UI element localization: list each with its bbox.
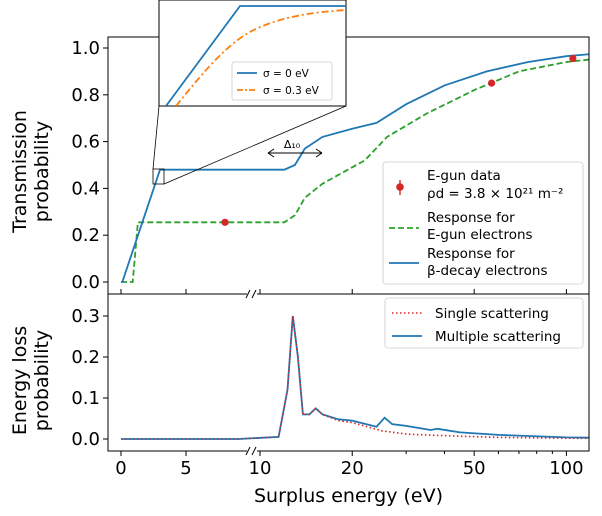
xtick-label: 10 [249, 458, 272, 479]
top-ytick-label: 0.0 [71, 272, 100, 293]
xtick-label: 20 [341, 458, 364, 479]
legend-bottom: Single scattering Multiple scattering [384, 297, 584, 349]
bottom-axes-frame [107, 293, 590, 452]
top-ytick-label: 0.6 [71, 132, 100, 153]
inset-legend-box [231, 61, 333, 101]
axis-break-mark [251, 446, 257, 456]
inset-legend-label-0: σ = 0 eV [263, 68, 310, 80]
axis-break-mark [245, 446, 251, 456]
legend-single-label: Single scattering [435, 306, 549, 322]
legend-egun-marker [396, 183, 404, 191]
delta-arrow-head-right [315, 148, 323, 158]
top-y-axis-label: Transmissionprobability [9, 110, 53, 234]
series-response-egun [121, 58, 589, 283]
legend-egun-label: E-gun data [427, 168, 501, 184]
zoom-inset: σ = 0 eV σ = 0.3 eV [152, 0, 347, 185]
inset-sigma0 [165, 5, 346, 106]
zoom-region-box [152, 168, 165, 185]
transmission-panel: Δ₁₀ [121, 53, 589, 283]
series-response-beta [121, 53, 589, 283]
xtick-label: 100 [549, 458, 583, 479]
x-axis-label: Surplus energy (eV) [254, 485, 443, 507]
top-ytick-label: 1.0 [71, 38, 100, 59]
top-ytick-label: 0.2 [71, 225, 100, 246]
inset-legend-label-1: σ = 0.3 eV [263, 85, 320, 97]
bottom-ytick-label: 0.2 [71, 347, 100, 368]
legend-response-egun-label-1: E-gun electrons [427, 227, 533, 243]
bottom-y-axis-label: Energy lossprobability [9, 326, 53, 435]
delta-label: Δ₁₀ [284, 138, 301, 151]
axis-break-mark [251, 289, 257, 299]
egun-point-0 [221, 218, 229, 226]
xtick-label: 50 [463, 458, 486, 479]
axis-break-gap-0 [247, 290, 257, 298]
top-series [121, 53, 589, 283]
legend-response-egun-label-0: Response for [427, 210, 515, 226]
legend-egun-sub: ρd = 3.8 × 10²¹ m⁻² [427, 186, 563, 202]
xtick-label: 5 [180, 458, 191, 479]
top-ytick-label: 0.4 [71, 178, 100, 199]
axis-labels: 0.0 0.2 0.4 0.6 0.8 1.0 0.0 0.1 0.2 0.3 0 5 10 20 50 10… [9, 38, 584, 507]
legend-bottom-box [384, 297, 584, 349]
inset-sigma03 [175, 9, 346, 106]
legend-response-beta-label-1: β-decay electrons [427, 263, 548, 279]
legend-top: E-gun data ρd = 3.8 × 10²¹ m⁻² Response fo… [382, 161, 584, 285]
bottom-series [121, 315, 589, 440]
energy-loss-panel [121, 315, 589, 440]
top-ytick-label: 0.8 [71, 85, 100, 106]
legend-response-beta-label-0: Response for [427, 246, 515, 262]
axis-break-mark [245, 289, 251, 299]
bottom-ytick-label: 0.3 [71, 306, 100, 327]
legend-multiple-label: Multiple scattering [435, 329, 561, 345]
zoom-connector [152, 105, 160, 170]
legend-top-box [382, 161, 584, 285]
axis-break-gap-1 [247, 447, 257, 455]
egun-point-2 [569, 54, 577, 63]
inset-series [165, 5, 346, 106]
bottom-ytick-label: 0.0 [71, 429, 100, 450]
delta-arrow-head-left [267, 148, 275, 158]
egun-point-1 [488, 79, 496, 87]
xtick-label: 0 [115, 458, 126, 479]
zoom-connector [163, 105, 347, 185]
series-multiple-scattering [121, 315, 589, 440]
axes-frame [103, 36, 590, 456]
bottom-ytick-label: 0.1 [71, 388, 100, 409]
